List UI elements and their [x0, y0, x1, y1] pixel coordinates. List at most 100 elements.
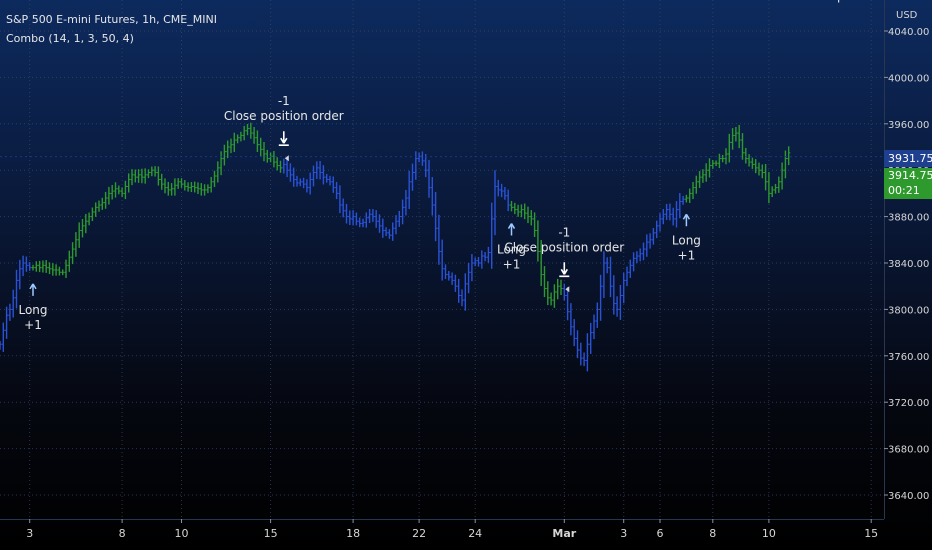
ohlc-bar: [463, 273, 467, 311]
ohlc-bar: [552, 284, 556, 308]
ohlc-bar: [259, 137, 263, 157]
ohlc-bar: [467, 262, 471, 294]
price-tick-label: 3840.00: [888, 259, 929, 270]
ohlc-bar: [595, 302, 599, 328]
ohlc-bar: [87, 212, 91, 226]
ohlc-bar: [51, 263, 55, 276]
ohlc-bar: [262, 142, 266, 162]
ohlc-bar: [325, 173, 329, 183]
ohlc-bar: [585, 333, 589, 372]
ohlc-bar: [605, 257, 609, 274]
signal-label: Long: [672, 233, 701, 247]
ohlc-bar: [351, 210, 355, 226]
ohlc-bar: [61, 269, 65, 276]
ohlc-bar: [120, 187, 124, 198]
ohlc-bar: [496, 179, 500, 197]
ohlc-bar: [117, 185, 121, 195]
price-tick-label: 3720.00: [888, 398, 929, 409]
ohlc-bar: [229, 138, 233, 154]
arrow-up-icon: [507, 223, 516, 236]
last-price-value: 3931.75: [888, 152, 932, 165]
time-tick-label: 15: [864, 527, 878, 540]
price-tick-label: 3680.00: [888, 445, 929, 456]
ohlc-bar: [282, 158, 286, 174]
ohlc-bar: [546, 281, 550, 306]
ohlc-bar: [787, 146, 791, 166]
symbol-title[interactable]: S&P 500 E-mini Futures, 1h, CME_MINI: [6, 13, 217, 26]
ohlc-bar: [219, 151, 223, 176]
ohlc-bar: [226, 140, 230, 159]
ohlc-bar: [698, 171, 702, 188]
ohlc-bar: [54, 264, 58, 276]
ohlc-bar: [404, 189, 408, 216]
ohlc-bar: [569, 303, 573, 336]
ohlc-bar: [476, 257, 481, 267]
ohlc-bar: [483, 251, 487, 262]
ohlc-bar: [348, 210, 352, 226]
ohlc-bar: [71, 242, 75, 265]
ohlc-bar: [302, 177, 306, 189]
ohlc-bar: [612, 275, 616, 315]
ohlc-bar: [28, 262, 32, 271]
ohlc-bar: [417, 152, 421, 163]
arrow-up-icon: [29, 283, 37, 296]
ohlc-bar: [556, 278, 560, 300]
price-tick-label: 3760.00: [888, 352, 929, 363]
ohlc-bar: [100, 197, 104, 210]
ohlc-bars: [0, 122, 791, 372]
ohlc-bar: [661, 209, 665, 225]
ohlc-bar: [143, 168, 147, 184]
ohlc-bar: [18, 259, 22, 290]
time-tick-label: 10: [175, 527, 189, 540]
ohlc-bar: [242, 125, 246, 141]
ohlc-bar: [193, 181, 197, 193]
ohlc-bar: [681, 195, 685, 205]
ohlc-bar: [655, 220, 659, 239]
current-price-tag-bg: [884, 168, 932, 199]
indicator-label[interactable]: Combo (14, 1, 3, 50, 4): [6, 32, 134, 45]
time-axis: 3 8 10 15 18 22 24 Mar 3 6 8 10 15: [0, 519, 884, 540]
ohlc-bar: [750, 157, 754, 169]
ohlc-bar: [331, 176, 335, 193]
ohlc-bar: [394, 215, 398, 235]
ohlc-bar: [457, 278, 461, 303]
ohlc-bar: [236, 134, 240, 144]
time-tick-label: 6: [657, 527, 664, 540]
ohlc-bar: [734, 126, 738, 142]
ohlc-bar: [123, 180, 127, 200]
ohlc-bar: [572, 319, 576, 347]
ohlc-bar: [288, 163, 292, 182]
ohlc-bar: [47, 262, 52, 275]
ohlc-bar: [203, 184, 207, 196]
ohlc-bar: [440, 239, 444, 281]
ohlc-bar: [721, 154, 725, 163]
ohlc-bar: [1, 322, 5, 352]
ohlc-bar: [694, 175, 698, 194]
ohlc-bar: [130, 169, 134, 186]
ohlc-bar: [57, 266, 61, 276]
time-tick-label: 8: [709, 527, 716, 540]
ohlc-bar: [5, 306, 9, 339]
ohlc-bar: [480, 250, 484, 269]
ohlc-bar: [434, 192, 438, 242]
ohlc-bar: [377, 214, 382, 233]
ohlc-bar: [641, 242, 646, 261]
ohlc-bar: [648, 233, 652, 249]
ohlc-bar: [773, 183, 778, 194]
ohlc-bar: [780, 162, 784, 190]
ohlc-bar: [318, 160, 322, 180]
ohlc-bar: [344, 203, 349, 224]
ohlc-bar: [493, 170, 497, 236]
ohlc-bar: [34, 261, 38, 272]
ohlc-bar: [645, 234, 649, 257]
bar-countdown: 00:21: [888, 184, 920, 197]
ohlc-bar: [665, 203, 669, 220]
ohlc-bar: [509, 200, 514, 212]
ohlc-bar: [368, 209, 372, 224]
ohlc-bar: [757, 162, 761, 176]
ohlc-bar: [335, 181, 339, 200]
ohlc-bar: [414, 151, 418, 180]
price-tick-label: 3640.00: [888, 491, 929, 502]
